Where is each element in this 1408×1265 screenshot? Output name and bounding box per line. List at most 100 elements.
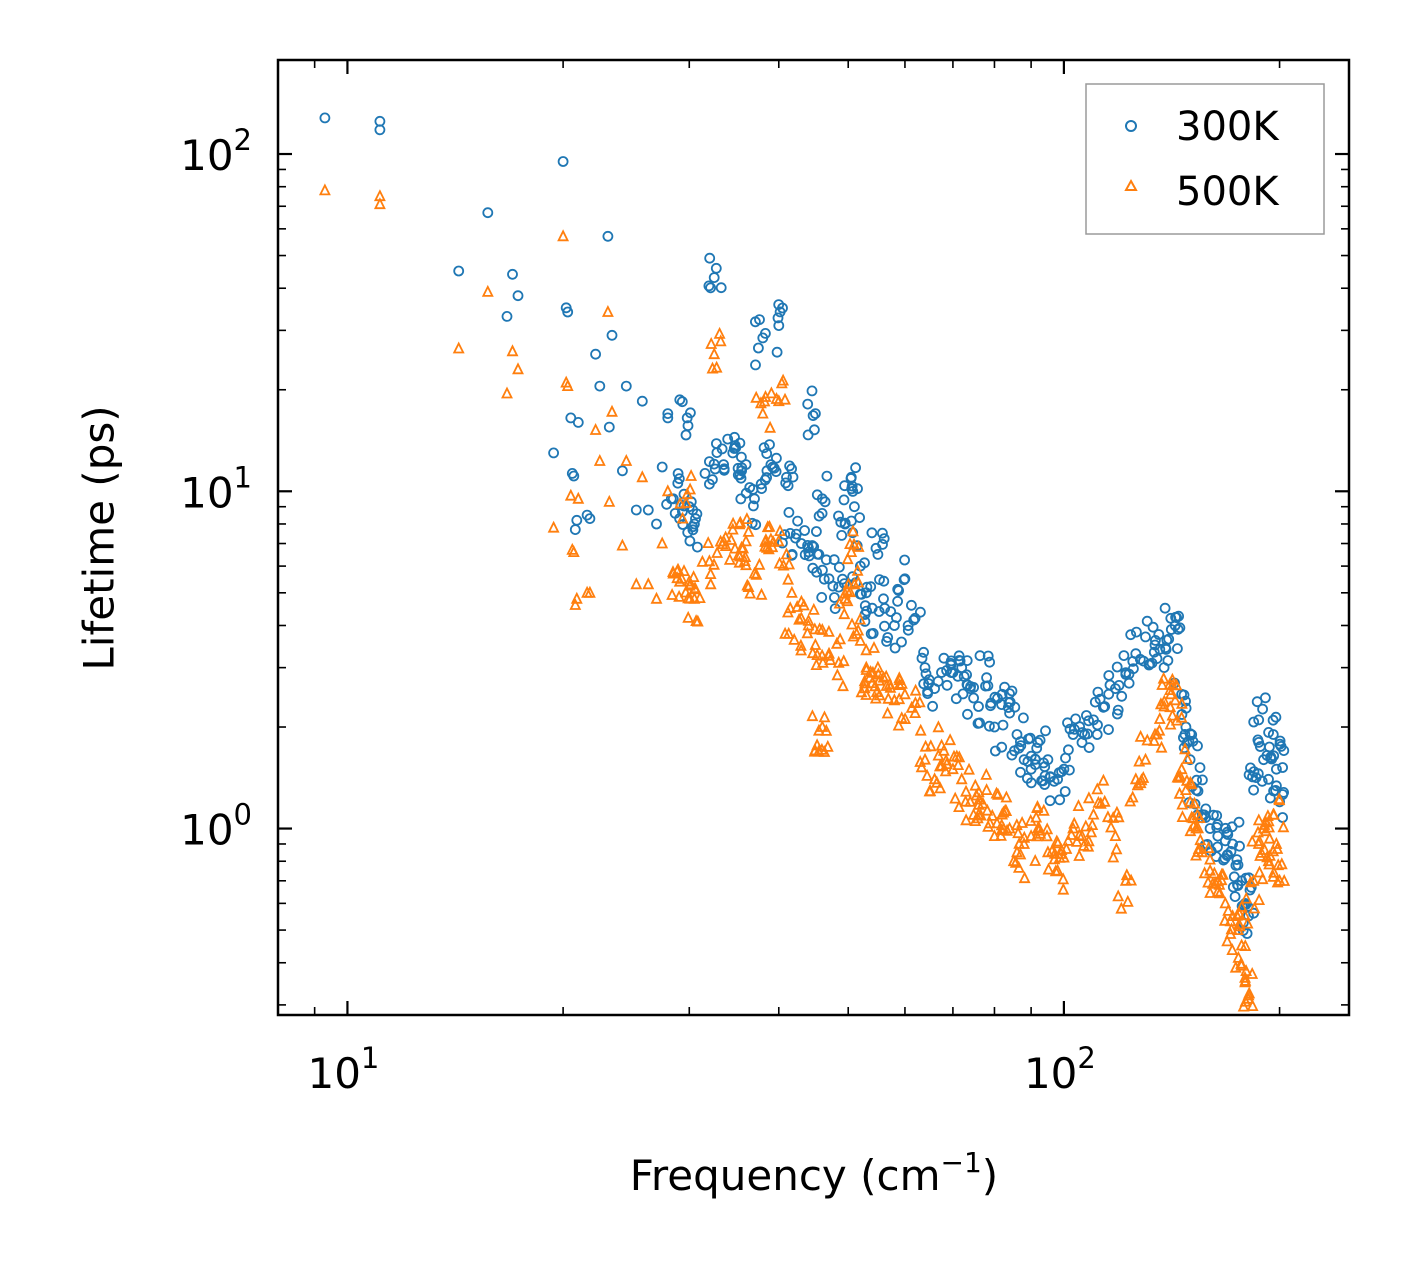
point-300k-39-1	[699, 467, 711, 479]
point-500k-82-2	[1018, 830, 1031, 843]
point-300k-69-4	[908, 614, 920, 626]
point-300k-93-4	[1123, 677, 1135, 689]
x-axis-label: Frequency (cm−1)	[630, 1146, 998, 1200]
point-300k-79-2	[989, 691, 1001, 703]
point-500k-95-4	[1151, 727, 1164, 740]
point-500k-39-0	[708, 347, 721, 360]
point-300k-102-5	[1178, 732, 1189, 743]
point-500k-112-3	[1244, 875, 1257, 888]
point-500k-71-1	[932, 720, 945, 733]
point-500k-107-4	[1231, 908, 1243, 921]
point-500k-111-5	[1239, 994, 1252, 1007]
point-300k-114-2	[1248, 716, 1260, 728]
point-500k-52-1	[794, 638, 807, 651]
point-500k-25-0	[616, 538, 629, 551]
point-300k-41-2	[711, 438, 722, 450]
point-300k-69-1	[902, 624, 914, 636]
point-500k-55-2	[818, 710, 831, 723]
point-500k-9-0	[557, 229, 570, 242]
point-500k-24-0	[606, 404, 618, 417]
point-300k-64-2	[873, 606, 885, 617]
point-500k-55-0	[816, 719, 829, 732]
point-300k-82-4	[1023, 733, 1034, 745]
point-500k-106-0	[1219, 896, 1232, 909]
point-300k-92-4	[1111, 661, 1123, 673]
point-500k-65-2	[880, 678, 893, 691]
point-500k-70-2	[934, 781, 947, 794]
point-500k-82-0	[1025, 829, 1038, 841]
point-300k-63-4	[861, 605, 872, 617]
point-500k-109-2	[1239, 939, 1252, 951]
point-500k-98-0	[1169, 693, 1182, 706]
point-500k-103-5	[1202, 841, 1215, 853]
point-300k-76-4	[968, 682, 979, 693]
point-300k-83-3	[1025, 777, 1037, 789]
point-300k-93-1	[1113, 680, 1125, 691]
point-300k-43-2	[728, 443, 740, 454]
point-500k-62-5	[868, 640, 880, 653]
point-300k-53-4	[799, 549, 811, 561]
point-500k-68-5	[913, 695, 926, 708]
point-300k-109-1	[1230, 860, 1242, 871]
point-500k-38-1	[704, 567, 717, 579]
point-500k-23-0	[603, 494, 616, 507]
point-300k-74-3	[961, 655, 973, 666]
point-500k-54-4	[806, 709, 819, 722]
point-300k-57-3	[827, 580, 839, 592]
point-300k-76-3	[974, 717, 985, 729]
point-300k-86-5	[1044, 771, 1056, 782]
point-300k-68-1	[898, 574, 910, 586]
point-500k-68-3	[909, 683, 922, 696]
point-300k-66-3	[879, 620, 890, 632]
point-500k-29-0	[642, 577, 655, 590]
point-300k-66-2	[885, 606, 897, 617]
point-300k-84-4	[1031, 742, 1043, 754]
point-300k-3-0	[453, 265, 465, 277]
point-300k-74-5	[953, 650, 965, 662]
point-500k-109-4	[1241, 916, 1254, 929]
point-300k-34-1	[673, 473, 685, 485]
point-500k-33-2	[666, 587, 679, 600]
point-500k-66-3	[895, 676, 908, 689]
point-500k-42-1	[742, 524, 755, 537]
point-500k-37-3	[689, 582, 701, 595]
point-300k-52-1	[792, 515, 803, 527]
point-300k-109-5	[1234, 840, 1245, 852]
point-500k-90-2	[1105, 820, 1117, 833]
point-500k-42-5	[737, 541, 750, 554]
point-500k-98-3	[1166, 672, 1179, 685]
point-300k-99-4	[1172, 643, 1183, 654]
plot-frame	[276, 58, 1351, 1017]
point-300k-56-4	[819, 496, 831, 508]
point-300k-41-0	[718, 459, 729, 471]
point-500k-113-2	[1253, 834, 1266, 847]
point-500k-59-3	[847, 524, 859, 537]
point-300k-80-2	[1006, 685, 1018, 697]
point-500k-49-5	[777, 558, 790, 571]
point-500k-12-0	[564, 488, 577, 501]
point-300k-96-1	[1150, 635, 1161, 646]
point-500k-89-4	[1079, 819, 1092, 832]
point-300k-59-2	[833, 510, 844, 522]
point-500k-46-3	[761, 520, 774, 533]
point-500k-50-4	[781, 605, 794, 618]
point-300k-69-0	[909, 612, 921, 624]
point-300k-89-3	[1074, 721, 1085, 733]
point-500k-76-4	[973, 792, 986, 805]
point-300k-80-5	[1004, 696, 1016, 708]
point-500k-48-4	[770, 391, 783, 404]
point-500k-41-2	[719, 530, 732, 543]
point-500k-87-3	[1062, 833, 1075, 846]
point-500k-80-5	[1012, 860, 1025, 873]
point-500k-111-2	[1246, 966, 1259, 979]
point-300k-102-1	[1183, 735, 1195, 747]
point-300k-46-4	[750, 316, 761, 328]
point-500k-73-3	[949, 791, 962, 804]
point-300k-95-0	[1140, 631, 1151, 643]
point-500k-59-1	[841, 552, 854, 565]
point-300k-93-5	[1116, 690, 1128, 702]
point-500k-27-0	[630, 577, 643, 590]
point-300k-100-4	[1178, 689, 1190, 701]
point-300k-92-3	[1103, 670, 1115, 681]
point-500k-36-5	[684, 577, 697, 590]
